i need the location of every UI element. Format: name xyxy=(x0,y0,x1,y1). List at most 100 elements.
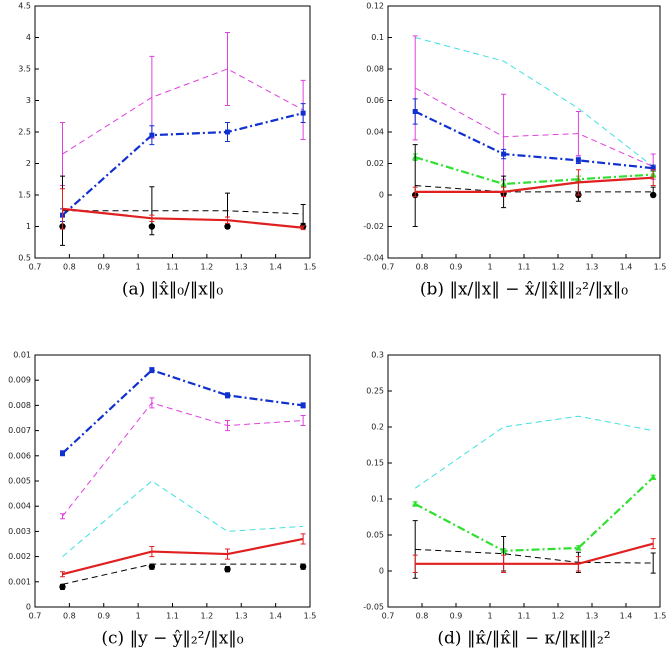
x-tick-label: 1.4 xyxy=(269,612,282,621)
series-line xyxy=(414,110,654,170)
marker xyxy=(224,223,231,230)
marker xyxy=(412,500,419,507)
series-line xyxy=(62,563,304,585)
marker xyxy=(300,110,306,116)
x-tick-label: 1.3 xyxy=(235,612,248,621)
series-line xyxy=(62,480,304,557)
series-line xyxy=(415,548,654,564)
x-tick-label: 1 xyxy=(136,263,141,272)
x-tick-label: 1.3 xyxy=(586,263,599,272)
x-tick-label: 1 xyxy=(487,612,492,621)
y-tick-label: 1 xyxy=(26,222,31,231)
series-line xyxy=(62,210,304,215)
y-tick-label: 0.08 xyxy=(366,65,384,74)
y-tick-label: 0.007 xyxy=(8,426,31,435)
y-tick-label: 0.006 xyxy=(8,451,31,460)
x-tick-label: 0.7 xyxy=(382,263,395,272)
series-line xyxy=(415,37,654,168)
plot-frame xyxy=(387,5,661,259)
plot-frame xyxy=(34,5,311,259)
y-tick-label: 0.12 xyxy=(366,2,384,11)
marker xyxy=(650,473,657,480)
y-tick-label: 2.5 xyxy=(18,128,31,137)
x-tick-label: 0.7 xyxy=(29,263,42,272)
x-tick-label: 1.2 xyxy=(552,612,565,621)
series-line xyxy=(414,415,654,489)
y-tick-label: 0.1 xyxy=(371,33,384,42)
y-tick-label: 3.5 xyxy=(18,65,31,74)
x-tick-label: 0.7 xyxy=(29,612,42,621)
y-tick-label: 0.002 xyxy=(8,552,31,561)
y-tick-label: 0.1 xyxy=(371,495,384,504)
x-tick-label: 0.8 xyxy=(63,612,76,621)
x-tick-label: 1.3 xyxy=(235,263,248,272)
y-tick-label: 0.3 xyxy=(371,351,384,360)
y-tick-label: 0 xyxy=(26,603,31,612)
marker xyxy=(148,563,156,570)
series-line xyxy=(415,176,654,193)
marker xyxy=(501,151,507,157)
plot-frame xyxy=(34,354,311,608)
x-tick-label: 1 xyxy=(136,612,141,621)
x-tick-label: 1.4 xyxy=(620,263,633,272)
y-tick-label: 0.06 xyxy=(366,96,384,105)
y-tick-label: 4.5 xyxy=(18,2,31,11)
caption: (c) ‖y − ŷ‖₂²/‖x‖₀ xyxy=(101,629,243,649)
x-tick-label: 1.1 xyxy=(518,612,531,621)
x-tick-label: 1.2 xyxy=(201,612,214,621)
x-tick-label: 1.4 xyxy=(620,612,633,621)
x-tick-label: 1.5 xyxy=(654,612,667,621)
y-tick-label: -0.04 xyxy=(363,254,384,263)
y-tick-label: 4 xyxy=(26,33,31,42)
y-tick-label: 0.008 xyxy=(8,401,31,410)
y-tick-label: 0.005 xyxy=(8,477,31,486)
marker xyxy=(575,544,582,551)
x-tick-label: 1.3 xyxy=(586,612,599,621)
marker xyxy=(224,566,231,573)
marker xyxy=(300,402,306,408)
series-line xyxy=(61,112,304,216)
y-tick-label: 0.001 xyxy=(8,577,31,586)
x-tick-label: 0.8 xyxy=(63,263,76,272)
x-tick-label: 0.7 xyxy=(382,612,395,621)
error-bar xyxy=(225,31,230,107)
x-tick-label: 1.5 xyxy=(304,612,317,621)
y-tick-label: 1.5 xyxy=(18,191,31,200)
error-bar xyxy=(300,414,306,427)
x-tick-label: 1.1 xyxy=(518,263,531,272)
y-tick-label: 0.004 xyxy=(8,502,31,511)
x-tick-label: 0.9 xyxy=(97,263,110,272)
marker xyxy=(60,450,65,456)
y-tick-label: 0.05 xyxy=(366,531,384,540)
x-tick-label: 1.1 xyxy=(166,263,179,272)
marker xyxy=(575,157,581,163)
y-tick-label: 0.25 xyxy=(366,387,384,396)
series-line xyxy=(62,537,304,576)
y-tick-label: 0 xyxy=(379,567,384,576)
y-tick-label: 0.009 xyxy=(8,376,31,385)
y-tick-label: 0.5 xyxy=(18,254,31,263)
marker xyxy=(650,191,657,199)
x-tick-label: 1 xyxy=(487,263,492,272)
series-line xyxy=(415,542,654,565)
series-line xyxy=(414,156,654,186)
series-line xyxy=(62,402,304,517)
marker xyxy=(225,392,230,398)
marker xyxy=(149,367,155,373)
caption: (b) ‖x/‖x‖ − x̂/‖x̂‖‖₂²/‖x‖₀ xyxy=(420,280,628,300)
series-line xyxy=(62,207,304,229)
error-bar xyxy=(650,552,656,574)
caption: (a) ‖x̂‖₀/‖x‖₀ xyxy=(122,280,224,300)
series-line xyxy=(414,87,654,168)
x-tick-label: 1.5 xyxy=(304,263,317,272)
y-tick-label: -0.05 xyxy=(363,603,384,612)
y-tick-label: 0.02 xyxy=(366,159,384,168)
marker xyxy=(299,563,307,570)
y-tick-label: 0.2 xyxy=(371,423,384,432)
x-tick-label: 0.9 xyxy=(450,263,463,272)
y-tick-label: 0.15 xyxy=(366,459,384,468)
marker xyxy=(149,132,155,138)
y-tick-label: -0.02 xyxy=(363,222,384,231)
x-tick-label: 1.4 xyxy=(269,263,282,272)
